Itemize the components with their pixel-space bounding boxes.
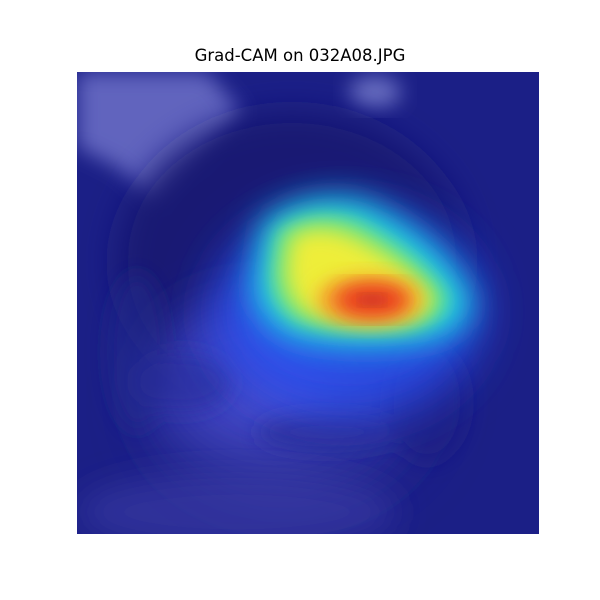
activation-hotspot-core <box>362 295 382 305</box>
bottom-patch <box>77 472 397 534</box>
figure-title: Grad-CAM on 032A08.JPG <box>194 46 406 65</box>
background-patch-topleft <box>77 72 242 202</box>
gradcam-image <box>77 72 539 534</box>
background-patch-topcenter <box>349 76 401 108</box>
